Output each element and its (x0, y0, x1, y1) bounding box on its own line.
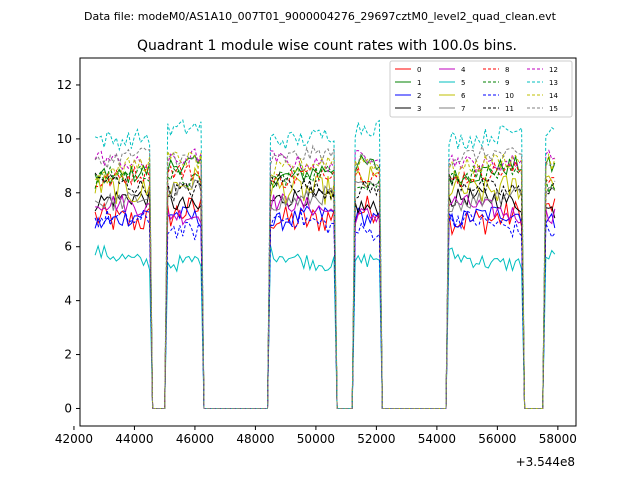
legend-label-4: 4 (461, 66, 466, 74)
legend-label-15: 15 (549, 105, 558, 113)
legend-label-13: 13 (549, 79, 558, 87)
series-line-6 (94, 166, 556, 409)
series-line-7 (94, 179, 556, 409)
y-tick-label: 4 (64, 294, 72, 308)
y-tick-label: 10 (57, 132, 72, 146)
series-lines (94, 119, 556, 409)
series-line-0 (94, 195, 556, 409)
series-line-13 (94, 119, 556, 409)
series-line-4 (95, 193, 556, 409)
legend-label-11: 11 (505, 105, 514, 113)
y-tick-label: 0 (64, 401, 72, 415)
series-line-1 (94, 154, 556, 409)
x-tick-label: 48000 (236, 432, 274, 446)
y-tick-label: 2 (64, 348, 72, 362)
plot-frame (79, 57, 577, 427)
x-tick-label: 58000 (539, 432, 577, 446)
x-tick-label: 50000 (297, 432, 335, 446)
x-tick-label: 52000 (357, 432, 395, 446)
legend-label-12: 12 (549, 66, 558, 74)
legend-label-10: 10 (505, 92, 514, 100)
y-tick-label: 8 (64, 186, 72, 200)
legend-label-2: 2 (417, 92, 421, 100)
suptitle: Data file: modeM0/AS1A10_007T01_90000042… (84, 10, 557, 23)
legend-label-3: 3 (417, 105, 421, 113)
x-tick-label: 46000 (176, 432, 214, 446)
legend-label-9: 9 (505, 79, 509, 87)
y-tick-label: 12 (57, 78, 72, 92)
y-axis: 0 2 4 6 8 10 12 (57, 78, 80, 415)
series-line-15 (94, 144, 556, 409)
series-line-2 (94, 204, 556, 409)
legend-label-14: 14 (549, 92, 558, 100)
x-offset-label: +3.544e8 (516, 455, 575, 469)
series-line-5 (94, 244, 556, 409)
legend-label-5: 5 (461, 79, 465, 87)
legend-label-0: 0 (417, 66, 421, 74)
x-tick-label: 54000 (418, 432, 456, 446)
legend-box (389, 60, 573, 118)
chart-title: Quadrant 1 module wise count rates with … (137, 38, 517, 54)
x-axis: 42000 44000 46000 48000 50000 52000 54000 56000… (55, 426, 577, 446)
legend-label-8: 8 (505, 66, 509, 74)
legend-label-6: 6 (461, 92, 466, 100)
series-line-3 (94, 186, 556, 409)
x-tick-label: 56000 (478, 432, 516, 446)
y-tick-label: 6 (64, 240, 72, 254)
legend-label-1: 1 (417, 79, 421, 87)
series-line-10 (94, 209, 556, 409)
x-tick-label: 44000 (115, 432, 153, 446)
legend-label-7: 7 (461, 105, 465, 113)
series-line-11 (94, 171, 556, 409)
series-line-14 (94, 150, 556, 409)
x-tick-label: 42000 (55, 432, 93, 446)
